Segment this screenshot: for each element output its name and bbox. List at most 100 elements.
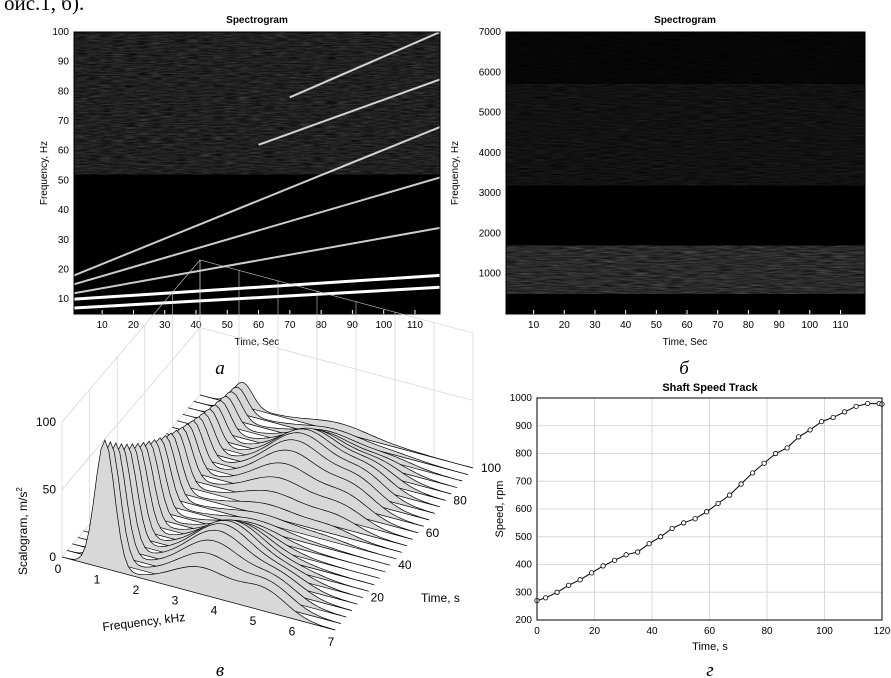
spectrogram-b-ytick-label: 3000 (479, 188, 502, 199)
spectrogram-b-band-2 (506, 84, 865, 186)
speed-ytick-label: 1000 (510, 393, 533, 404)
spectrogram-a-xtick-label: 20 (128, 320, 140, 331)
spectrogram-a-band-6 (258, 78, 440, 146)
spectrogram-b-xtick-label: 50 (651, 320, 663, 331)
spectrogram-b-xlabel: Time, Sec (663, 337, 708, 348)
spectrogram-a-ytick-label: 10 (58, 294, 70, 305)
spectrogram-a-xtick-label: 10 (97, 320, 109, 331)
speed-chart-ylabel: Speed, rpm (494, 481, 506, 538)
spectrogram-b-xtick-label: 10 (528, 320, 540, 331)
speed-data-point (773, 450, 779, 457)
speed-data-point (554, 589, 560, 595)
scalogram-ylabel: Time, s (421, 591, 460, 605)
speed-ytick-label: 200 (515, 615, 532, 626)
scalogram-xtick-label: 2 (133, 583, 140, 597)
scalogram-ztick-label: 100 (36, 415, 56, 429)
speed-data-point (692, 516, 698, 522)
spectrogram-a-title: Spectrogram (226, 15, 288, 26)
spectrogram-a-xtick-label: 90 (347, 320, 359, 331)
spectrogram-b-band-3 (506, 32, 865, 85)
speed-ytick-label: 700 (515, 476, 532, 487)
spectrogram-a-xtick-label: 100 (375, 320, 392, 331)
scalogram-ytick-label: 40 (398, 558, 412, 572)
spectrogram-a-xtick-label: 50 (222, 320, 234, 331)
speed-data-point (646, 541, 652, 547)
speed-data-point (738, 481, 744, 487)
caption-a: а (215, 358, 225, 379)
speed-data-point (600, 563, 606, 569)
scalogram-zlabel: Scalogram, m/s2 (15, 487, 30, 575)
speed-ytick-label: 500 (515, 532, 532, 543)
spectrogram-a-band-3 (74, 226, 440, 295)
scalogram-xtick-label: 5 (250, 614, 257, 628)
scalogram-surface-slice (199, 381, 474, 469)
speed-xtick-label: 120 (874, 626, 891, 637)
caption-b: б (679, 358, 690, 379)
shaft-speed-chart: 0 20 40 60 80 100 120 200 300 400 500 600 700 800 900 1… (494, 382, 891, 678)
speed-data-point (853, 403, 859, 409)
spectrogram-b-ytick-label: 4000 (479, 148, 502, 159)
speed-data-point (761, 460, 767, 466)
spectrogram-a-ytick-label: 70 (58, 116, 70, 127)
spectrogram-b-xtick-label: 40 (620, 320, 632, 331)
caption-c: в (216, 660, 224, 678)
spectrogram-a-xtick-label: 80 (316, 320, 328, 331)
speed-ytick-label: 300 (515, 587, 532, 598)
spectrogram-b-xtick-label: 100 (801, 320, 818, 331)
spectrogram-a-ytick-label: 30 (58, 235, 70, 246)
speed-ytick-label: 400 (515, 560, 532, 571)
scalogram-xtick-label: 4 (211, 604, 218, 618)
scalogram-surface-slice (66, 440, 341, 624)
spectrogram-a-band-7 (289, 32, 440, 99)
speed-data-point (830, 414, 836, 421)
spectrogram-a-noise (74, 32, 440, 175)
scalogram-xtick-label: 7 (328, 635, 335, 649)
scalogram-surface-slice (82, 443, 358, 605)
speed-data-point (635, 549, 641, 555)
speed-ytick-label: 600 (515, 504, 532, 515)
scalogram-surface-slice (61, 439, 336, 631)
scalogram-ztick-label: 50 (43, 483, 57, 497)
spectrogram-b-xtick-label: 90 (774, 320, 786, 331)
speed-xtick-label: 100 (816, 626, 833, 637)
spectrogram-a-ytick-label: 90 (58, 57, 70, 68)
speed-chart-title: Shaft Speed Track (662, 382, 758, 394)
speed-xtick-label: 60 (704, 626, 716, 637)
speed-data-point (784, 445, 790, 451)
spectrogram-a-xtick-label: 30 (159, 320, 171, 331)
scalogram-xtick-label: 6 (289, 625, 296, 639)
scalogram-surface-slice (99, 441, 375, 586)
spectrogram-a-ytick-label: 40 (58, 205, 70, 216)
speed-data-point (704, 509, 710, 515)
speed-data-point (715, 500, 721, 507)
scalogram-surface-slice (193, 386, 469, 476)
speed-data-point (669, 525, 675, 532)
speed-xtick-label: 80 (761, 626, 773, 637)
scalogram-wall-gridline (61, 327, 474, 490)
spectrogram-a-ytick-label: 80 (58, 86, 70, 97)
speed-plot-frame (536, 397, 883, 621)
spectrogram-a-ytick-label: 50 (58, 175, 70, 186)
speed-data-point (612, 557, 618, 563)
speed-data-point (543, 595, 549, 601)
scalogram-surface-slice (132, 429, 408, 547)
spectrogram-b-xtick-label: 60 (681, 320, 693, 331)
spectrogram-b-xtick-label: 20 (559, 320, 571, 331)
spectrogram-b-xtick-label: 30 (589, 320, 601, 331)
spectrogram-b-ytick-label: 1000 (479, 269, 502, 280)
spectrogram-a-band-4 (74, 176, 440, 286)
spectrogram-a-xtick-label: 70 (284, 320, 296, 331)
speed-xtick-label: 40 (646, 626, 658, 637)
speed-data-point (819, 418, 825, 425)
spectrogram-a-band-5 (74, 126, 440, 277)
spectrogram-a-xtick-label: 110 (407, 320, 423, 331)
spectrogram-b-title: Spectrogram (654, 15, 716, 26)
spectrogram-b-xtick-label: 80 (743, 320, 755, 331)
speed-data-point (750, 470, 756, 476)
spectrogram-a-ylabel: Frequency, Hz (39, 141, 50, 205)
speed-data-point (727, 492, 733, 498)
speed-data-point (796, 434, 802, 440)
speed-data-point (566, 582, 572, 588)
spectrogram-b-frame (505, 31, 866, 315)
